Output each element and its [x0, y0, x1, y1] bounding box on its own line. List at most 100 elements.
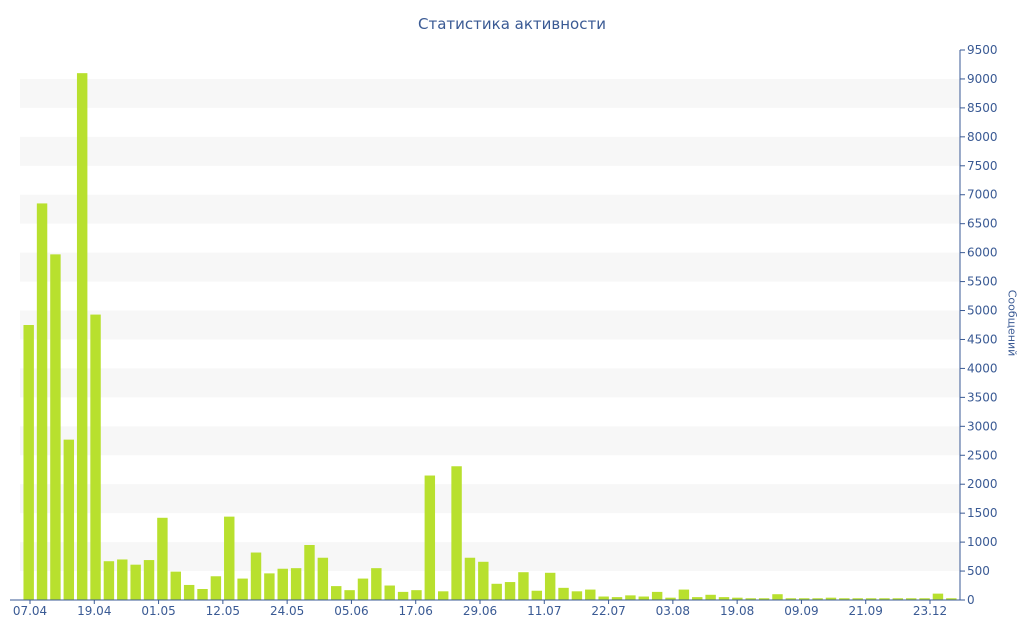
x-tick-label: 01.05 — [141, 604, 175, 618]
bar — [36, 203, 48, 601]
grid-band — [20, 252, 960, 282]
bar — [865, 598, 877, 600]
grid-bands — [20, 78, 960, 572]
bar — [705, 594, 716, 600]
bar — [197, 589, 208, 600]
bar — [424, 475, 436, 600]
y-tick-label: 4000 — [967, 361, 998, 375]
x-axis: 07.04 19.04 01.05 12.05 24.05 05.06 17.06 29.06… — [10, 599, 960, 618]
bar — [384, 585, 395, 600]
y-tick-label: 7000 — [967, 188, 998, 202]
bar — [331, 586, 342, 600]
x-tick-label: 19.04 — [77, 604, 111, 618]
grid-band — [20, 426, 960, 456]
x-tick-label: 03.08 — [656, 604, 690, 618]
bar — [651, 591, 663, 600]
bar — [732, 597, 743, 600]
x-tick-label: 23.12 — [913, 604, 947, 618]
y-tick-label: 3500 — [967, 390, 998, 404]
bar — [839, 598, 850, 600]
x-tick-label: 21.09 — [849, 604, 883, 618]
grid-band — [20, 78, 960, 108]
bar — [812, 598, 823, 600]
y-tick-label: 5500 — [967, 275, 998, 289]
bar — [437, 591, 449, 600]
grid-band — [20, 484, 960, 514]
bar — [237, 578, 248, 600]
bar — [50, 254, 61, 600]
bar — [63, 439, 75, 600]
bar — [665, 597, 676, 600]
y-tick-label: 6500 — [967, 217, 998, 231]
bar — [504, 582, 516, 600]
bar — [692, 597, 703, 600]
bar — [130, 564, 141, 600]
bar — [892, 598, 904, 600]
bar — [170, 571, 181, 600]
bar — [598, 596, 609, 600]
y-tick-label: 8000 — [967, 130, 998, 144]
bar — [143, 560, 155, 600]
bar — [625, 595, 636, 600]
bar — [478, 561, 489, 600]
bar — [518, 572, 529, 600]
bar — [411, 590, 422, 600]
bar — [758, 598, 770, 600]
bar — [491, 583, 502, 600]
grid-band — [20, 194, 960, 224]
x-tick-label: 11.07 — [527, 604, 561, 618]
bar — [290, 568, 302, 600]
grid-band — [20, 136, 960, 166]
x-tick-label: 17.06 — [399, 604, 433, 618]
bar — [23, 325, 34, 600]
x-tick-label: 07.04 — [13, 604, 47, 618]
bar — [210, 576, 222, 600]
bar — [371, 568, 382, 600]
bar — [919, 598, 930, 600]
y-tick-label: 6000 — [967, 246, 998, 260]
bar — [932, 593, 944, 600]
bar — [357, 578, 369, 600]
bar — [879, 598, 890, 600]
bar — [718, 597, 730, 600]
bar — [531, 590, 543, 600]
bar — [678, 589, 690, 600]
bar — [117, 559, 128, 600]
y-tick-label: 8500 — [967, 101, 998, 115]
x-tick-label: 22.07 — [591, 604, 625, 618]
bar — [397, 591, 409, 600]
bar — [772, 594, 783, 600]
bar — [451, 466, 462, 600]
bar — [344, 590, 355, 600]
grid-band — [20, 542, 960, 572]
y-axis: 0 500 1000 1500 2000 2500 3000 3500 4000 4500 5000… — [959, 43, 998, 607]
x-tick-label: 24.05 — [270, 604, 304, 618]
bar — [264, 573, 275, 600]
bar — [905, 598, 917, 600]
y-tick-label: 2000 — [967, 477, 998, 491]
y-tick-label: 1000 — [967, 535, 998, 549]
bar — [585, 589, 596, 600]
bar-series — [23, 73, 957, 601]
y-tick-label: 9500 — [967, 43, 998, 57]
bar — [852, 598, 863, 600]
bar — [304, 545, 315, 600]
bar — [464, 557, 476, 600]
y-tick-label: 9000 — [967, 72, 998, 86]
y-tick-label: 7500 — [967, 159, 998, 173]
bar — [638, 596, 649, 600]
bar — [76, 73, 88, 600]
x-tick-label: 19.08 — [720, 604, 754, 618]
y-tick-label: 5000 — [967, 304, 998, 318]
bar — [103, 561, 115, 600]
bar — [544, 572, 556, 600]
chart-title: Статистика активности — [418, 15, 606, 33]
x-tick-label: 09.09 — [784, 604, 818, 618]
bar — [250, 552, 262, 600]
y-tick-label: 4500 — [967, 332, 998, 346]
x-tick-label: 05.06 — [334, 604, 368, 618]
y-tick-label: 3000 — [967, 419, 998, 433]
bar — [317, 557, 329, 600]
bar — [825, 597, 837, 600]
